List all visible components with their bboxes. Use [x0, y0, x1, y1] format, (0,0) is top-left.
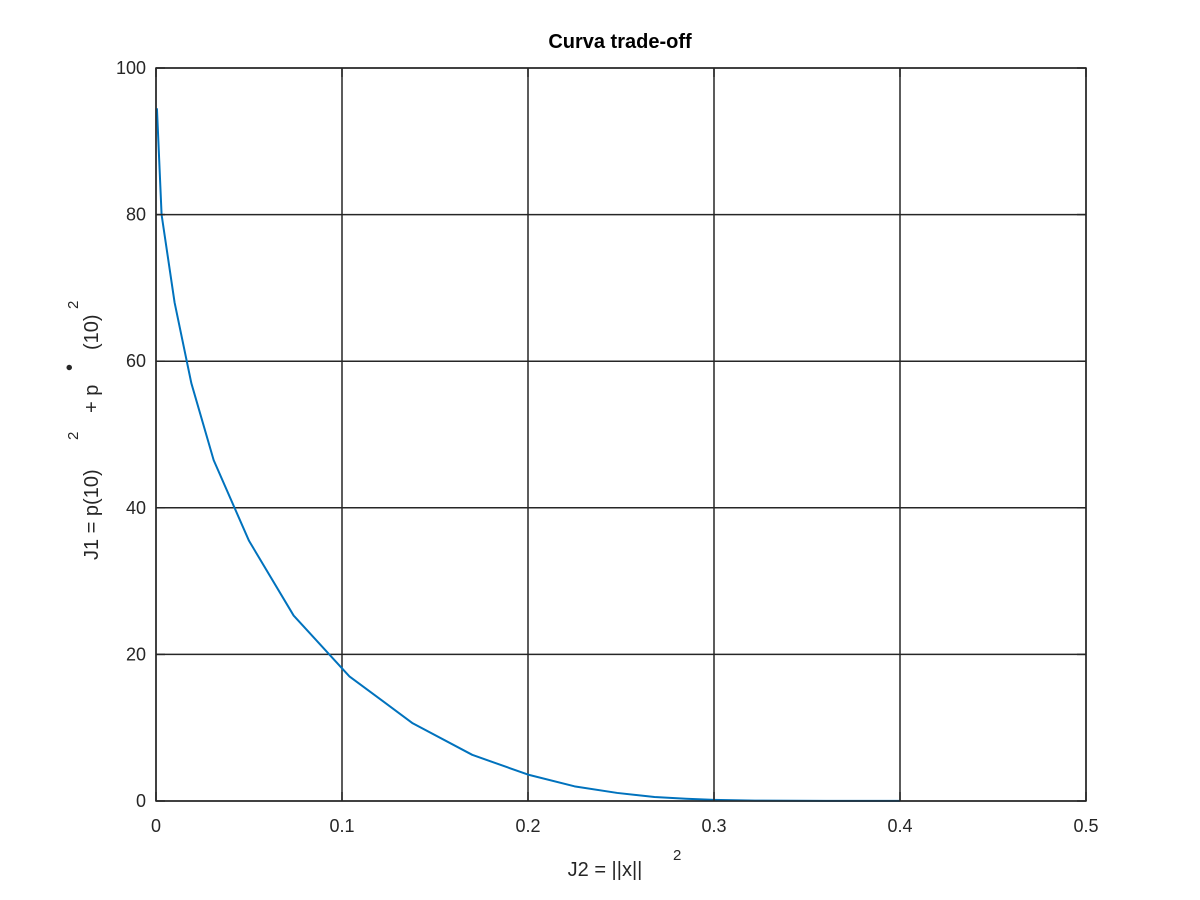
chart-title: Curva trade-off: [548, 31, 692, 53]
y-tick-label: 80: [126, 205, 146, 225]
tick-layer: 0 0.1 0.2 0.3 0.4 0.5 0 20 40 60 80 100: [116, 58, 1099, 836]
y-tick-label: 60: [126, 351, 146, 371]
y-axis-label-part2: + p: [81, 385, 103, 413]
y-tick-label: 100: [116, 58, 146, 78]
y-axis-label-sup1: 2: [65, 432, 82, 440]
x-axis-label-main: J2 = ||x||: [568, 859, 643, 881]
y-axis-label: J1 = p(10) 2 + p • (10) 2: [59, 301, 103, 560]
y-tick-label: 0: [136, 791, 146, 811]
x-tick-label: 0.3: [701, 816, 726, 836]
x-tick-label: 0.5: [1073, 816, 1098, 836]
y-axis-label-part3: (10): [81, 314, 103, 350]
y-tick-label: 20: [126, 644, 146, 664]
x-tick-label: 0.4: [887, 816, 912, 836]
axes-box: [155, 67, 1087, 802]
x-tick-label: 0: [151, 816, 161, 836]
x-axis-label: J2 = ||x||: [568, 859, 643, 881]
y-axis-label-sup2: 2: [65, 301, 82, 309]
x-axis-label-superscript: 2: [673, 847, 681, 864]
y-tick-label: 40: [126, 498, 146, 518]
y-axis-label-dot: •: [59, 364, 81, 371]
y-axis-label-part1: J1 = p(10): [81, 469, 103, 560]
x-tick-label: 0.2: [515, 816, 540, 836]
x-tick-label: 0.1: [329, 816, 354, 836]
